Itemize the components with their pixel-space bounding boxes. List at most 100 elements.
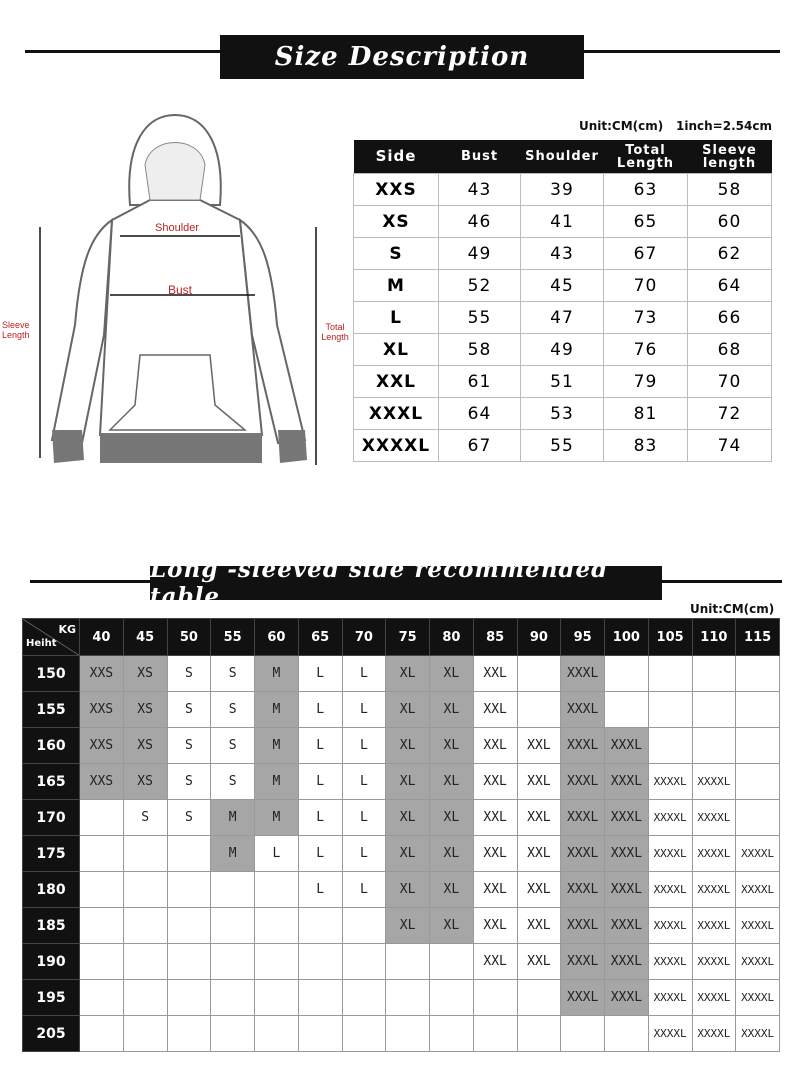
size-cell <box>122 943 168 980</box>
size-cell: XXXXL <box>647 835 693 872</box>
size-cell <box>647 691 693 728</box>
size-row: XXL 61 51 79 70 <box>353 365 772 398</box>
weight-header: 105 <box>647 618 693 656</box>
size-cell: XXXL <box>560 799 605 836</box>
size-cell: L <box>297 655 343 692</box>
height-header: 150 <box>22 655 80 692</box>
size-cell: S <box>166 763 212 800</box>
size-cell: XXL <box>516 943 562 980</box>
corner-bottom: Heiht <box>26 638 57 649</box>
unit: Unit:CM(cm) <box>690 602 775 616</box>
size-cell: M <box>254 763 299 800</box>
size-cell: M <box>210 835 255 872</box>
measurement: 49 <box>520 333 604 366</box>
size-cell: XXXL <box>560 943 605 980</box>
size-cell <box>166 835 212 872</box>
size-cell <box>79 907 124 944</box>
size-cell <box>516 691 562 728</box>
size-cell: XXXL <box>560 871 605 908</box>
section-title: Size Description <box>220 35 584 79</box>
size-cell <box>79 871 124 908</box>
size-cell <box>122 907 168 944</box>
size-cell <box>254 1015 299 1052</box>
measurement: 58 <box>438 333 521 366</box>
measurement: 79 <box>603 365 688 398</box>
height-header: 190 <box>22 943 80 980</box>
size-cell <box>429 979 474 1016</box>
measurement: 55 <box>520 429 604 462</box>
size-cell: XS <box>122 727 168 764</box>
measurement: 39 <box>520 173 604 206</box>
size-cell: XXXXL <box>647 979 693 1016</box>
size-cell <box>297 907 343 944</box>
measurement: 60 <box>687 205 772 238</box>
size-cell <box>647 727 693 764</box>
size-cell: S <box>122 799 168 836</box>
measurement: 74 <box>687 429 772 462</box>
measurement: 52 <box>438 269 521 302</box>
size-cell: S <box>166 655 212 692</box>
size-cell: L <box>341 763 387 800</box>
size-cell <box>429 943 474 980</box>
size-cell <box>516 979 562 1016</box>
height-row: 170 S S M M L L XL XL XXL XXL XXXL XXXL XXXXL XXXXL <box>22 799 780 836</box>
measurement: 73 <box>603 301 688 334</box>
measurement: 51 <box>520 365 604 398</box>
size-cell: XL <box>429 799 474 836</box>
size-cell: XXXL <box>604 727 649 764</box>
size-cell: XXL <box>472 691 518 728</box>
size-cell: XL <box>385 835 430 872</box>
weight-header: 40 <box>79 618 124 656</box>
size-cell: XXXXL <box>735 871 780 908</box>
measurement: 64 <box>438 397 521 430</box>
conversion: 1inch=2.54cm <box>676 119 772 133</box>
weight-header: 95 <box>560 618 605 656</box>
size-cell: XXL <box>516 907 562 944</box>
size-row: M 52 45 70 64 <box>353 269 772 302</box>
height-row: 180 L L XL XL XXL XXL XXXL XXXL XXXXL XXXXL XXXXL <box>22 871 780 908</box>
height-header: 175 <box>22 835 80 872</box>
size-cell <box>210 1015 255 1052</box>
bust-label: Bust <box>168 283 193 297</box>
header-row: Side Bust Shoulder Total Length Sleeve lengt… <box>353 140 772 174</box>
size-cell <box>691 727 737 764</box>
size-cell: L <box>254 835 299 872</box>
weight-header: 70 <box>341 618 387 656</box>
size-cell <box>210 979 255 1016</box>
size-name: M <box>353 269 439 302</box>
height-header: 160 <box>22 727 80 764</box>
size-cell: XXXL <box>604 871 649 908</box>
measurement: 49 <box>438 237 521 270</box>
column-header: Shoulder <box>520 140 604 174</box>
measurement: 63 <box>603 173 688 206</box>
size-cell: XXL <box>472 907 518 944</box>
height-header: 195 <box>22 979 80 1016</box>
size-cell: XS <box>122 763 168 800</box>
size-cell: L <box>341 799 387 836</box>
size-cell: XXXL <box>604 835 649 872</box>
size-cell <box>254 943 299 980</box>
height-header: 165 <box>22 763 80 800</box>
size-cell: XXXXL <box>647 871 693 908</box>
size-cell: XL <box>385 907 430 944</box>
measurement: 43 <box>438 173 521 206</box>
measurement: 45 <box>520 269 604 302</box>
height-row: 205 XXXXL XXXXL XXXXL <box>22 1015 780 1052</box>
size-cell: XXL <box>472 727 518 764</box>
size-cell <box>210 871 255 908</box>
size-cell: XXXXL <box>691 943 737 980</box>
size-cell <box>604 691 649 728</box>
size-cell: XXXL <box>604 799 649 836</box>
size-cell: M <box>254 799 299 836</box>
size-cell: XXXL <box>560 691 605 728</box>
size-name: S <box>353 237 439 270</box>
size-cell: S <box>166 799 212 836</box>
size-cell: XS <box>122 655 168 692</box>
size-cell <box>341 907 387 944</box>
size-cell: M <box>254 727 299 764</box>
size-cell <box>297 979 343 1016</box>
size-cell <box>691 655 737 692</box>
size-cell: XXXXL <box>735 1015 780 1052</box>
size-cell <box>385 1015 430 1052</box>
height-row: 155 XXS XS S S M L L XL XL XXL XXXL <box>22 691 780 728</box>
